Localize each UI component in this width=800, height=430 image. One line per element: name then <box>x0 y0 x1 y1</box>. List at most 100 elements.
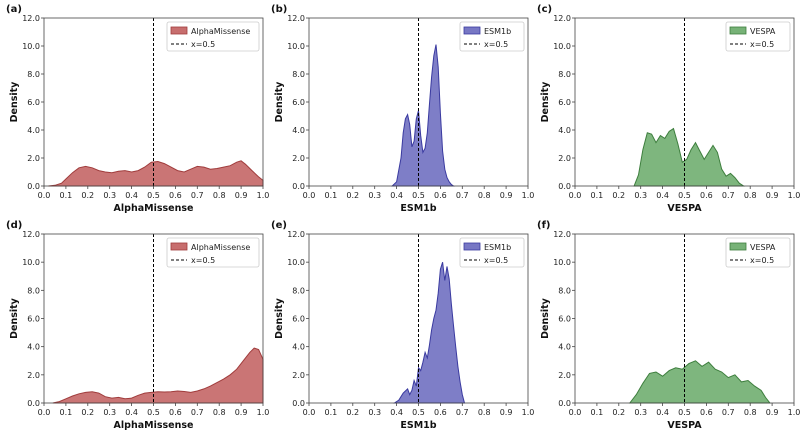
legend-box <box>166 237 260 268</box>
x-tick-label: 0.9 <box>766 191 779 200</box>
panel-label: (d) <box>6 220 22 231</box>
panel-label: (b) <box>271 4 287 15</box>
x-tick-label: 0.6 <box>434 408 447 417</box>
x-tick-label: 0.0 <box>569 191 582 200</box>
x-tick-label: 0.6 <box>700 408 713 417</box>
y-tick-label: 0.0 <box>292 182 305 191</box>
x-tick-label: 0.0 <box>569 408 582 417</box>
panel-label: (c) <box>537 4 552 15</box>
x-tick-label: 1.0 <box>788 191 800 200</box>
y-tick-label: 12.0 <box>22 14 40 23</box>
x-tick-label: 0.8 <box>478 408 491 417</box>
x-tick-label: 0.2 <box>612 191 625 200</box>
y-tick-label: 6.0 <box>558 98 571 107</box>
x-tick-label: 0.0 <box>303 408 316 417</box>
x-tick-label: 0.3 <box>634 408 647 417</box>
y-tick-label: 2.0 <box>292 371 305 380</box>
panel-f: 0.0 0.1 0.2 0.3 0.4 0.5 0.6 0.7 0.8 0.9 1.0 0.0 2.0 4… <box>537 220 800 430</box>
y-tick-label: 8.0 <box>558 70 571 79</box>
legend-label-threshold: x=0.5 <box>484 256 508 265</box>
y-axis-label: Density <box>540 297 551 339</box>
x-tick-label: 0.1 <box>60 408 73 417</box>
legend-label-series: AlphaMissense <box>191 243 250 252</box>
x-tick-label: 0.5 <box>412 191 425 200</box>
y-tick-label: 8.0 <box>292 286 305 295</box>
legend-box <box>166 21 260 52</box>
y-axis-label: Density <box>274 81 285 123</box>
y-tick-label: 2.0 <box>558 371 571 380</box>
y-tick-label: 6.0 <box>292 98 305 107</box>
y-tick-label: 12.0 <box>287 230 305 239</box>
y-tick-label: 0.0 <box>27 182 40 191</box>
legend-label-threshold: x=0.5 <box>191 40 215 49</box>
y-tick-label: 10.0 <box>22 42 40 51</box>
x-tick-label: 0.2 <box>81 408 94 417</box>
x-tick-label: 0.7 <box>456 408 469 417</box>
y-tick-label: 10.0 <box>287 258 305 267</box>
y-tick-label: 4.0 <box>292 343 305 352</box>
x-tick-label: 0.7 <box>456 191 469 200</box>
x-tick-label: 0.5 <box>147 191 160 200</box>
x-tick-label: 1.0 <box>257 408 270 417</box>
density-area <box>390 44 456 187</box>
legend-label-series: VESPA <box>750 243 776 252</box>
x-tick-label: 0.5 <box>412 408 425 417</box>
y-axis-label: Density <box>9 81 20 123</box>
x-tick-label: 0.5 <box>147 408 160 417</box>
x-tick-label: 0.2 <box>81 191 94 200</box>
x-tick-label: 0.5 <box>678 408 691 417</box>
y-tick-label: 6.0 <box>292 315 305 324</box>
x-tick-label: 0.4 <box>125 408 138 417</box>
x-tick-label: 0.2 <box>346 408 359 417</box>
x-tick-label: 1.0 <box>257 191 270 200</box>
y-tick-label: 6.0 <box>27 315 40 324</box>
x-tick-label: 0.4 <box>125 191 138 200</box>
x-tick-label: 0.3 <box>103 408 116 417</box>
x-axis-label: ESM1b <box>400 420 436 430</box>
y-tick-label: 2.0 <box>27 154 40 163</box>
x-tick-label: 0.2 <box>346 191 359 200</box>
y-tick-label: 4.0 <box>292 126 305 135</box>
y-axis-label: Density <box>540 81 551 123</box>
y-tick-label: 2.0 <box>292 154 305 163</box>
x-tick-label: 0.0 <box>38 408 51 417</box>
y-tick-label: 0.0 <box>558 399 571 408</box>
y-tick-label: 2.0 <box>27 371 40 380</box>
density-area <box>48 160 264 187</box>
density-area <box>628 360 771 404</box>
y-tick-label: 4.0 <box>27 343 40 352</box>
x-tick-label: 1.0 <box>522 191 535 200</box>
legend-swatch-area <box>729 242 747 251</box>
panel-e: 0.0 0.1 0.2 0.3 0.4 0.5 0.6 0.7 0.8 0.9 1.0 0.0 2.0 4… <box>271 220 534 430</box>
y-tick-label: 10.0 <box>553 42 571 51</box>
x-tick-label: 0.0 <box>303 191 316 200</box>
y-tick-label: 8.0 <box>27 70 40 79</box>
y-tick-label: 6.0 <box>558 315 571 324</box>
x-tick-label: 0.3 <box>368 408 381 417</box>
x-tick-label: 1.0 <box>522 408 535 417</box>
x-tick-label: 0.6 <box>700 191 713 200</box>
legend-swatch-area <box>463 26 481 35</box>
x-tick-label: 0.8 <box>744 408 757 417</box>
x-tick-label: 0.6 <box>434 191 447 200</box>
y-tick-label: 4.0 <box>558 126 571 135</box>
density-area <box>52 347 264 404</box>
y-tick-label: 10.0 <box>287 42 305 51</box>
y-tick-label: 2.0 <box>558 154 571 163</box>
density-area <box>392 262 466 404</box>
x-tick-label: 0.9 <box>235 191 248 200</box>
y-tick-label: 0.0 <box>558 182 571 191</box>
x-tick-label: 0.2 <box>612 408 625 417</box>
x-tick-label: 0.9 <box>235 408 248 417</box>
x-tick-label: 0.9 <box>500 191 513 200</box>
legend-label-series: ESM1b <box>484 27 511 36</box>
panel-d: 0.0 0.1 0.2 0.3 0.4 0.5 0.6 0.7 0.8 0.9 1.0 0.0 2.0 4… <box>6 220 269 430</box>
legend-swatch-area <box>729 26 747 35</box>
y-tick-label: 0.0 <box>27 399 40 408</box>
y-tick-label: 12.0 <box>22 230 40 239</box>
y-tick-label: 10.0 <box>553 258 571 267</box>
panel-b: 0.0 0.1 0.2 0.3 0.4 0.5 0.6 0.7 0.8 0.9 1.0 0.0 2.0 4… <box>271 4 534 214</box>
density-area <box>633 127 746 187</box>
legend-label-series: ESM1b <box>484 243 511 252</box>
